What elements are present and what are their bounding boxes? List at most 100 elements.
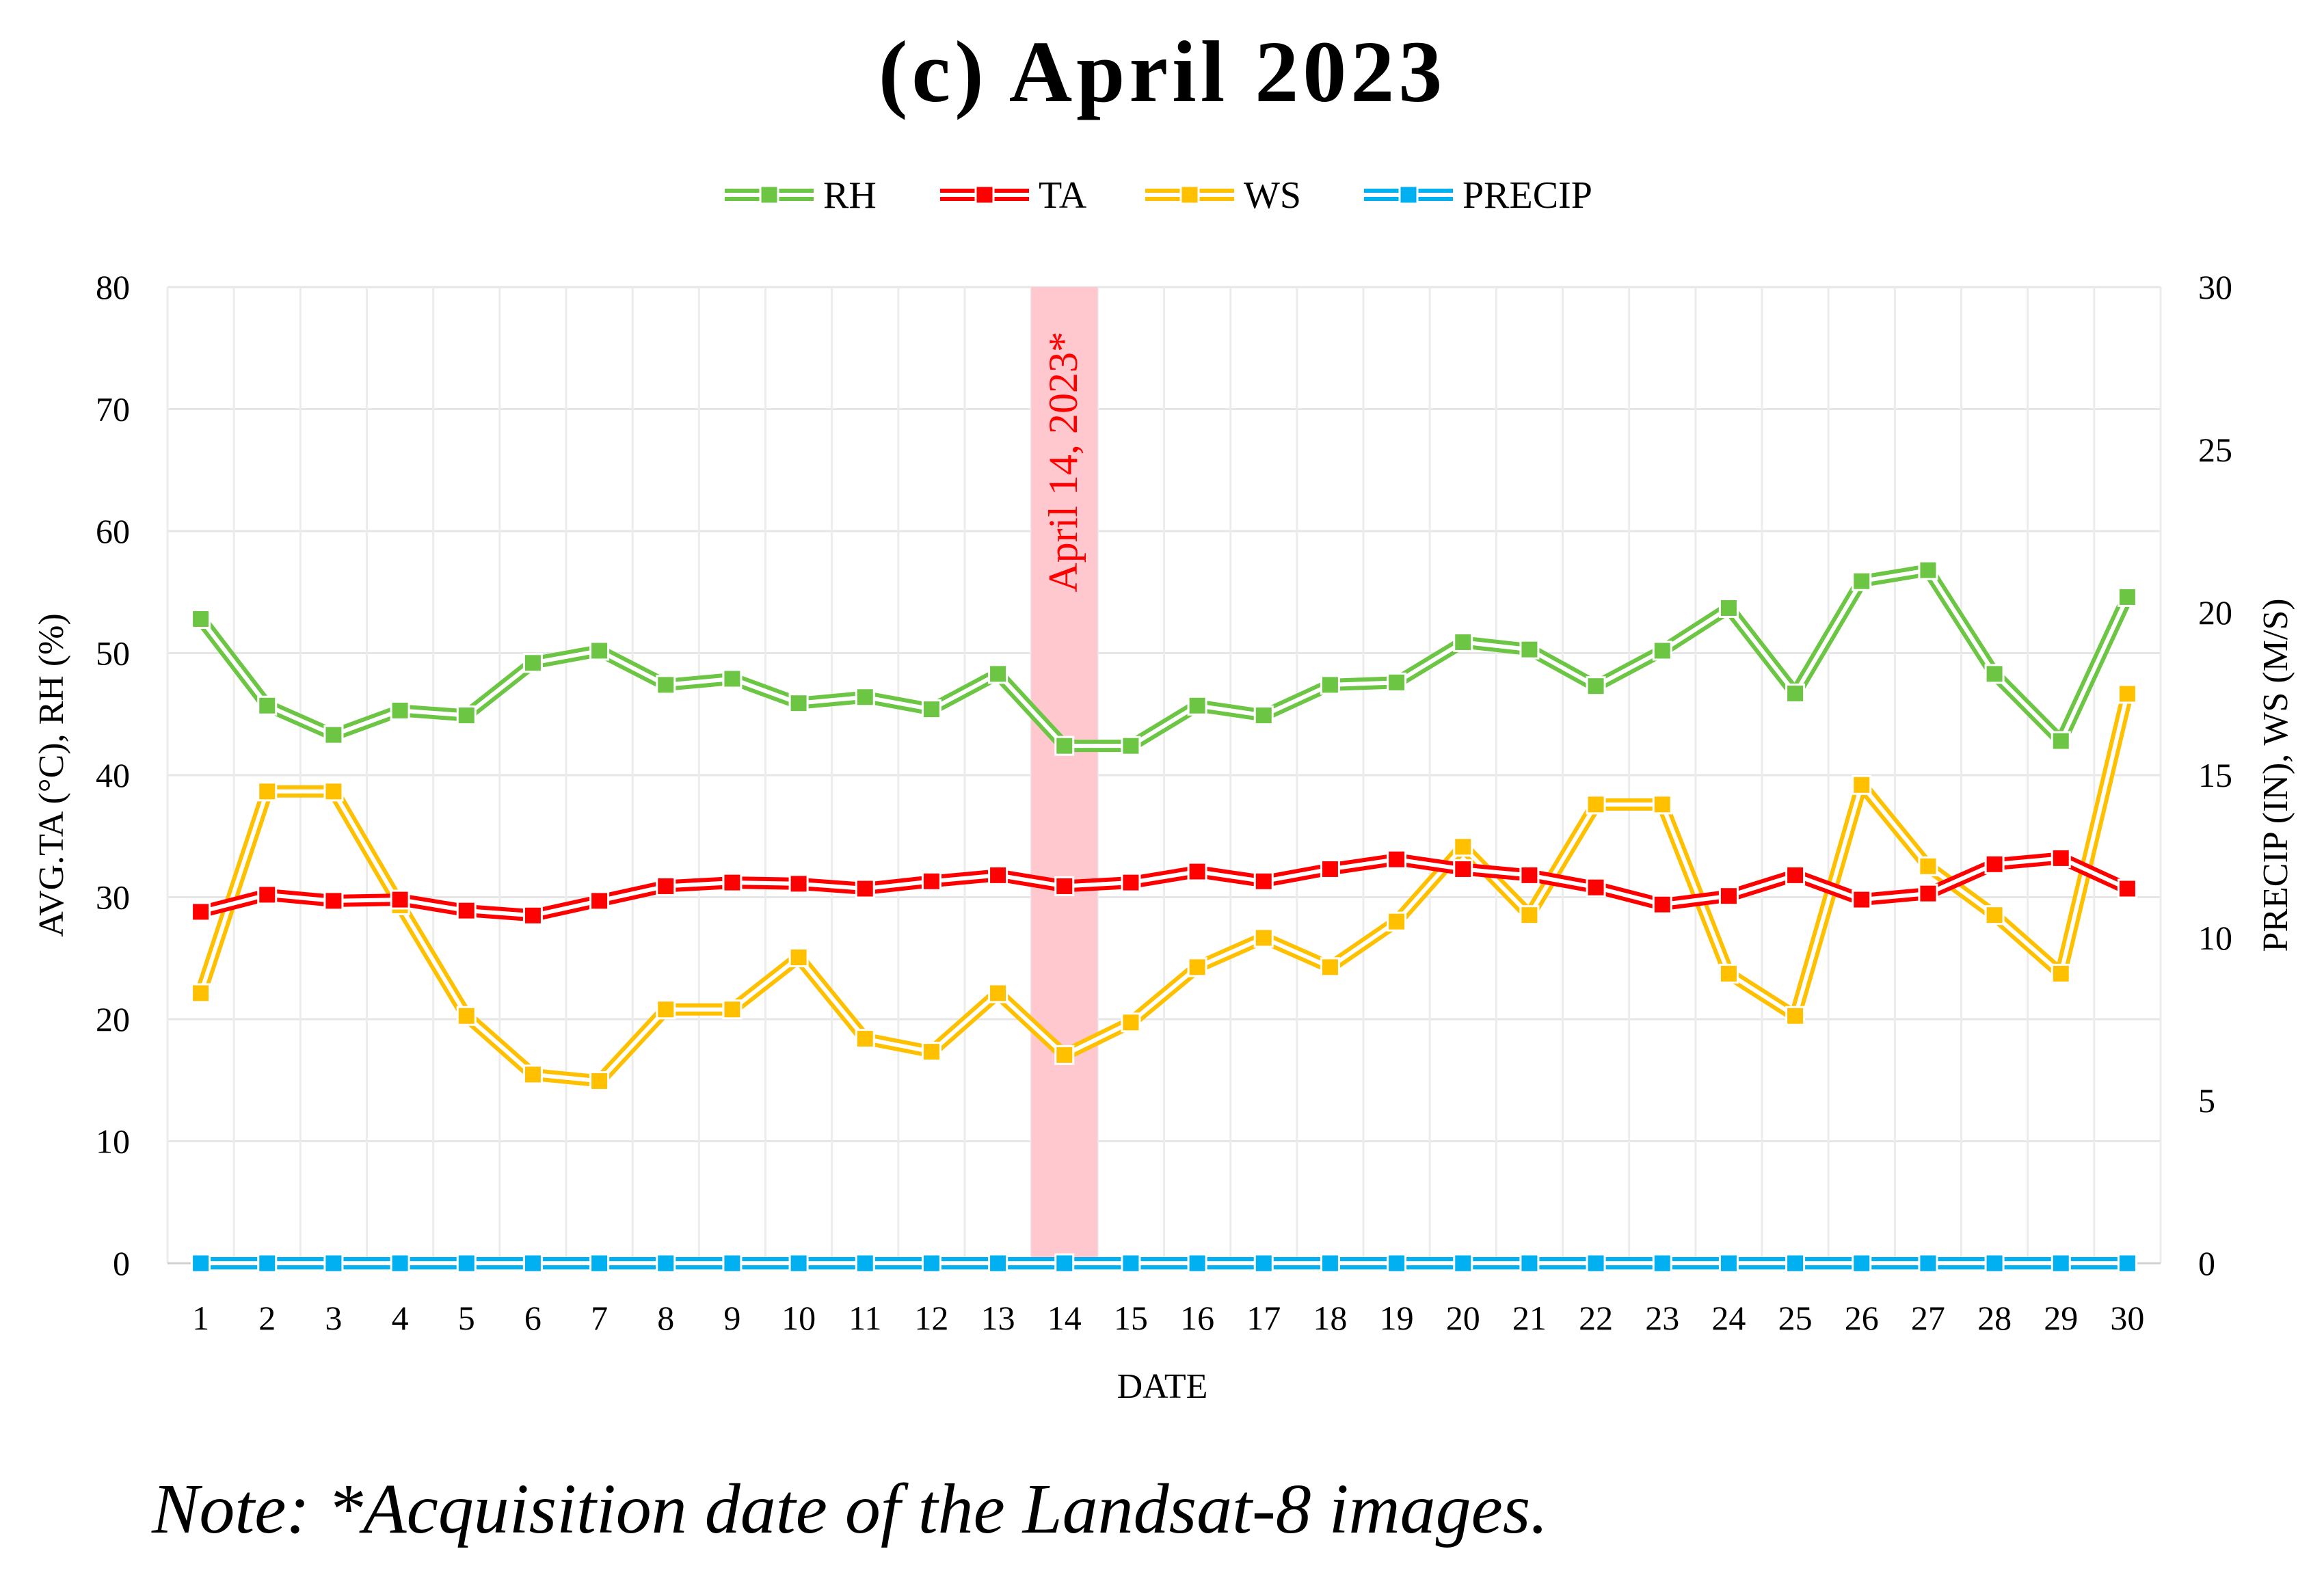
y-tick-label-right: 20	[2198, 593, 2232, 632]
data-point	[988, 983, 1009, 1003]
y-tick-label-right: 0	[2198, 1244, 2215, 1282]
legend-marker	[974, 185, 995, 205]
legend-marker	[759, 185, 779, 205]
legend-item-ta: TA	[940, 174, 1087, 217]
highlight-label: April 14, 2023*	[1041, 332, 1086, 593]
data-point	[1785, 865, 1806, 885]
data-point	[1187, 861, 1207, 882]
data-point	[522, 1253, 543, 1273]
data-point	[1320, 859, 1340, 879]
data-point	[1387, 849, 1407, 870]
gridlines	[166, 286, 2162, 1265]
data-point	[1984, 905, 2005, 926]
y-tick-label-right: 25	[2198, 431, 2232, 469]
data-point	[921, 699, 941, 720]
data-point	[257, 1253, 278, 1273]
x-tick-label: 8	[657, 1299, 674, 1337]
x-tick-label: 14	[1047, 1299, 1082, 1337]
x-tick-label: 19	[1380, 1299, 1414, 1337]
data-point	[656, 876, 676, 896]
data-point	[1519, 905, 1540, 926]
data-point	[522, 905, 543, 926]
y-tick-label-left: 30	[96, 878, 130, 917]
x-tick-label: 12	[914, 1299, 948, 1337]
legend-item-precip: PRECIP	[1364, 174, 1592, 217]
series-line-inner	[200, 856, 2128, 918]
data-point	[1387, 911, 1407, 932]
y-tick-label-right: 10	[2198, 919, 2232, 957]
x-tick-label: 18	[1313, 1299, 1347, 1337]
series-line-inner	[199, 568, 2130, 749]
x-tick-label: 28	[1977, 1299, 2012, 1337]
data-point	[191, 1253, 211, 1273]
data-point	[1453, 632, 1473, 652]
data-point	[390, 889, 410, 910]
y-tick-label-left: 80	[96, 268, 130, 306]
y-axis-label-left: AVG.TA (°C), RH (%)	[32, 613, 71, 937]
data-point	[1984, 664, 2005, 684]
data-point	[855, 687, 875, 707]
data-point	[2117, 587, 2137, 607]
data-point	[921, 871, 941, 891]
y-tick-label-left: 40	[96, 756, 130, 794]
x-tick-label: 13	[981, 1299, 1015, 1337]
data-point	[1718, 963, 1739, 984]
data-point	[1785, 1253, 1806, 1273]
x-tick-label: 15	[1114, 1299, 1148, 1337]
data-point	[722, 669, 743, 689]
y-tick-label-right: 5	[2198, 1081, 2215, 1120]
data-point	[722, 872, 743, 893]
data-point	[722, 999, 743, 1020]
data-point	[1586, 1253, 1606, 1273]
x-tick-label: 10	[782, 1299, 816, 1337]
y-tick-label-right: 30	[2198, 268, 2232, 306]
data-point	[323, 891, 344, 911]
data-point	[656, 1253, 676, 1273]
data-point	[1586, 676, 1606, 697]
data-point	[1121, 1012, 1141, 1033]
x-tick-label: 21	[1512, 1299, 1547, 1337]
data-point	[522, 1064, 543, 1085]
x-tick-label: 6	[524, 1299, 542, 1337]
x-tick-label: 16	[1180, 1299, 1214, 1337]
data-point	[2051, 848, 2071, 868]
highlight-band	[1031, 287, 1098, 1263]
data-point	[2051, 963, 2071, 984]
data-point	[1187, 957, 1207, 978]
data-point	[390, 1253, 410, 1273]
data-point	[988, 865, 1009, 885]
data-point	[2117, 878, 2137, 899]
data-point	[1121, 1253, 1141, 1273]
legend-item-rh: RH	[725, 174, 877, 217]
data-point	[1453, 859, 1473, 879]
data-point	[1984, 1253, 2005, 1273]
data-point	[456, 900, 477, 921]
data-point	[2051, 1253, 2071, 1273]
legend-marker	[1179, 185, 1200, 205]
y-tick-label-left: 0	[113, 1244, 130, 1282]
data-point	[257, 695, 278, 716]
data-point	[988, 664, 1009, 684]
x-tick-label: 1	[192, 1299, 209, 1337]
data-point	[1253, 928, 1274, 948]
data-point	[788, 693, 809, 714]
data-point	[191, 902, 211, 922]
data-point	[323, 781, 344, 802]
data-point	[788, 1253, 809, 1273]
x-tick-label: 25	[1778, 1299, 1813, 1337]
data-point	[1852, 774, 1872, 795]
y-tick-label-left: 70	[96, 390, 130, 429]
series-ta	[191, 848, 2137, 926]
data-point	[1586, 794, 1606, 815]
data-point	[1453, 837, 1473, 857]
data-point	[656, 999, 676, 1020]
y-axis-label-right: PRECIP (IN), WS (M/S)	[2256, 598, 2295, 952]
data-point	[1586, 877, 1606, 898]
data-point	[1984, 854, 2005, 874]
data-point	[1718, 597, 1739, 618]
data-point	[2117, 1253, 2137, 1273]
data-point	[1918, 1253, 1938, 1273]
data-point	[1519, 865, 1540, 885]
data-point	[1519, 1253, 1540, 1273]
